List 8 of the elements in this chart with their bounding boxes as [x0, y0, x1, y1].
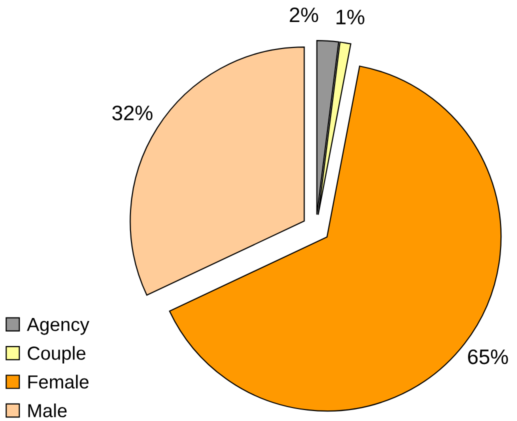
- data-label: 32%: [112, 106, 152, 120]
- data-label: 2%: [290, 7, 318, 22]
- legend-label: Couple: [28, 346, 86, 364]
- data-label: 65%: [468, 349, 508, 364]
- legend-label: Female: [28, 374, 89, 389]
- data-label: 1%: [336, 10, 364, 24]
- legend-label: Agency: [26, 318, 90, 335]
- legend-label: Male: [28, 404, 67, 418]
